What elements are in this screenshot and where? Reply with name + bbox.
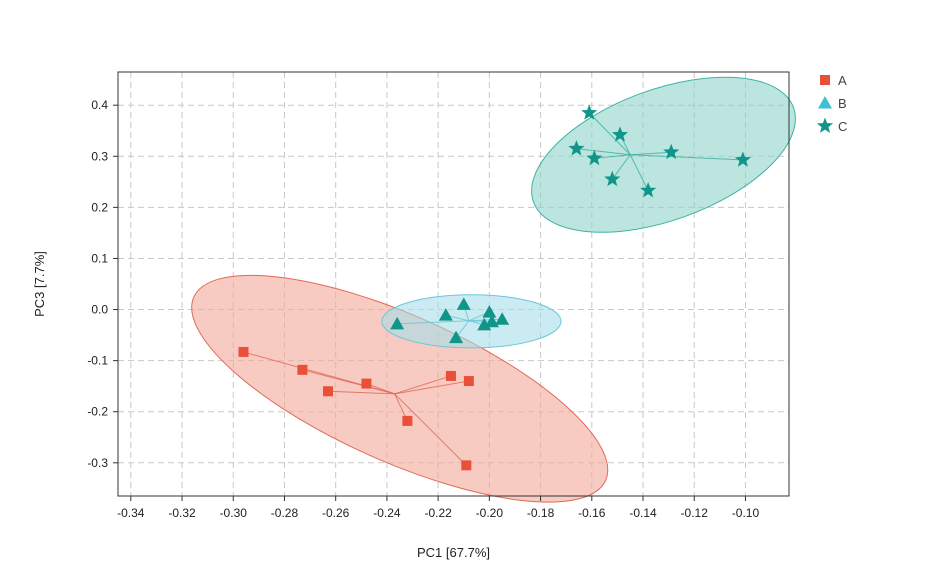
- point-A: [323, 386, 334, 397]
- y-axis-title: PC3 [7.7%]: [32, 251, 47, 317]
- x-tick-label: -0.14: [629, 506, 657, 520]
- confidence-ellipses: [191, 76, 796, 503]
- point-B: [482, 305, 497, 318]
- legend-label-B: B: [838, 96, 847, 111]
- point-A: [361, 378, 372, 389]
- legend-label-C: C: [838, 119, 847, 134]
- plot-frame: [117, 71, 790, 497]
- ellipse-C: [531, 76, 796, 233]
- spoke-C: [630, 154, 743, 161]
- point-B: [438, 308, 453, 321]
- y-tick-label: -0.3: [87, 456, 108, 470]
- x-tick-label: -0.20: [476, 506, 504, 520]
- spoke-A: [327, 390, 395, 395]
- point-C: [734, 151, 751, 167]
- x-tick-label: -0.30: [220, 506, 248, 520]
- point-A: [297, 364, 308, 375]
- point-B: [456, 297, 471, 310]
- point-B: [390, 316, 405, 330]
- point-B: [484, 314, 499, 328]
- spoke-B: [397, 320, 469, 325]
- x-tick-label: -0.22: [424, 506, 452, 520]
- x-tick-label: -0.34: [117, 506, 145, 520]
- x-axis-title: PC1 [67.7%]: [417, 545, 490, 560]
- legend: ABC: [816, 73, 847, 134]
- spoke-C: [629, 154, 649, 191]
- spoke-A: [394, 393, 467, 466]
- x-tick-label: -0.26: [322, 506, 350, 520]
- data-points: [238, 104, 751, 471]
- y-tick-label: 0.1: [91, 251, 108, 265]
- point-C: [663, 143, 680, 160]
- point-C: [604, 170, 621, 187]
- x-tick-label: -0.16: [578, 506, 606, 520]
- y-tick-label: 0.3: [91, 149, 108, 163]
- point-A: [461, 460, 472, 471]
- x-tick-label: -0.10: [732, 506, 760, 520]
- point-A: [238, 346, 249, 357]
- y-tick-label: 0.4: [91, 98, 108, 112]
- point-A: [402, 415, 413, 426]
- y-tick-label: 0.0: [91, 303, 108, 317]
- spoke-C: [588, 112, 631, 156]
- point-C: [581, 104, 598, 120]
- point-C: [568, 140, 585, 156]
- y-tick-label: 0.2: [91, 200, 108, 214]
- x-axis-ticks: -0.34 -0.32 -0.30 -0.28 -0.26 -0.24 -0.22 -0.20…: [117, 496, 759, 520]
- legend-marker-A: [820, 75, 830, 85]
- point-C: [611, 126, 629, 142]
- spoke-C: [611, 154, 631, 180]
- point-A: [445, 370, 456, 381]
- point-A: [463, 376, 474, 387]
- y-tick-label: -0.1: [87, 354, 108, 368]
- legend-marker-B: [818, 96, 832, 109]
- spoke-A: [302, 369, 395, 395]
- spoke-C: [630, 151, 672, 156]
- legend-marker-C: [816, 117, 834, 133]
- point-C: [586, 149, 603, 166]
- spoke-C: [594, 154, 631, 159]
- spoke-C: [576, 148, 631, 156]
- spoke-B: [468, 318, 503, 322]
- x-tick-label: -0.24: [373, 506, 401, 520]
- y-tick-label: -0.2: [87, 405, 108, 419]
- spoke-A: [394, 375, 452, 395]
- point-C: [640, 182, 657, 198]
- y-axis-ticks: -0.3 -0.2 -0.1 0.0 0.1 0.2 0.3 0.4: [87, 98, 118, 470]
- x-tick-label: -0.18: [527, 506, 555, 520]
- spoke-A: [394, 380, 469, 395]
- x-tick-label: -0.28: [271, 506, 299, 520]
- ellipse-A: [191, 274, 609, 503]
- legend-label-A: A: [838, 73, 847, 88]
- x-tick-label: -0.32: [168, 506, 196, 520]
- point-B: [495, 312, 510, 325]
- point-B: [449, 330, 464, 344]
- x-tick-label: -0.12: [681, 506, 709, 520]
